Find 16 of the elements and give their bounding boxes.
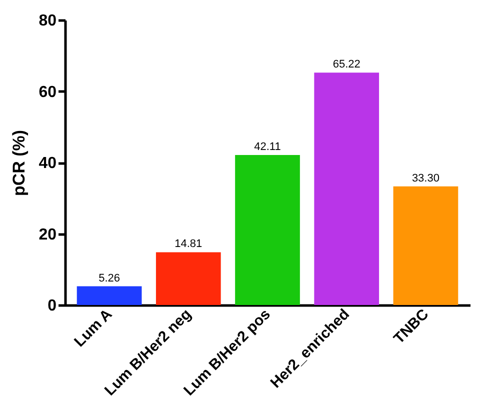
bar bbox=[76, 286, 142, 305]
data-label: 5.26 bbox=[98, 272, 120, 284]
y-tick-label: 60 bbox=[38, 84, 57, 101]
bar bbox=[235, 154, 300, 305]
bar bbox=[393, 186, 458, 305]
y-axis-title: pCR (%) bbox=[10, 130, 29, 196]
bar bbox=[314, 72, 380, 305]
data-label: 65.22 bbox=[332, 58, 360, 71]
data-label: 42.11 bbox=[254, 140, 281, 153]
y-tick-label: 80 bbox=[38, 12, 57, 30]
y-tick-label: 0 bbox=[48, 298, 57, 314]
data-label: 14.81 bbox=[174, 238, 202, 250]
data-label: 33.30 bbox=[412, 172, 440, 184]
y-tick-label: 20 bbox=[38, 226, 57, 244]
y-tick-label: 40 bbox=[38, 155, 57, 172]
bar bbox=[156, 252, 221, 305]
